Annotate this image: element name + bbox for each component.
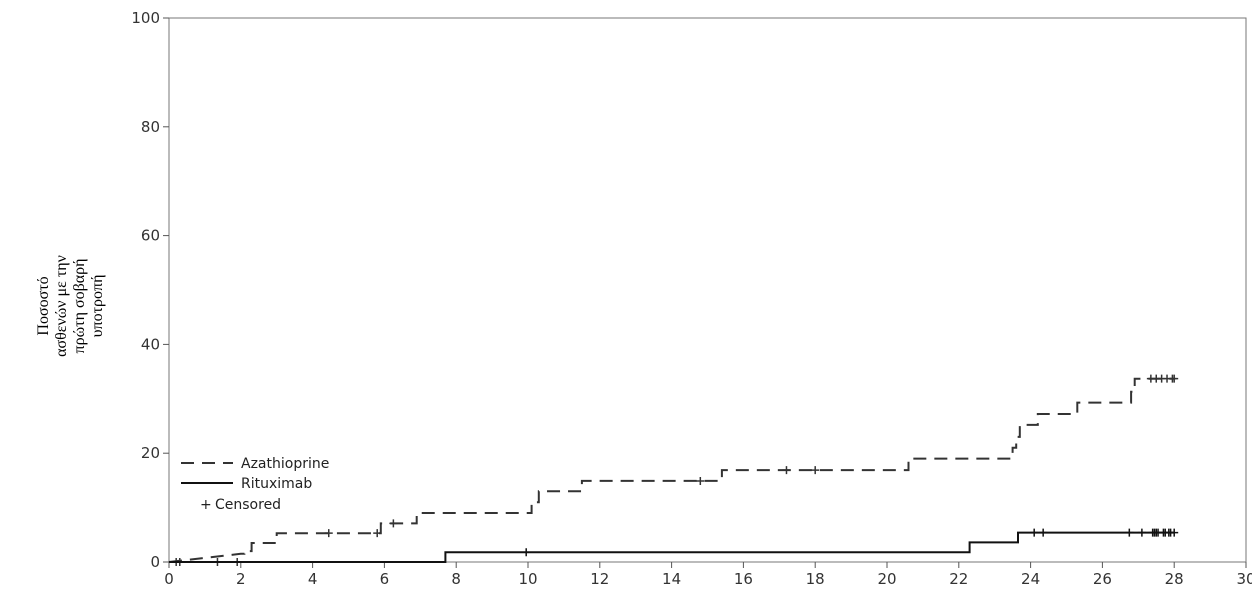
censor-mark-azathioprine (373, 529, 382, 538)
x-tick-label: 26 (1093, 570, 1112, 588)
x-tick-label: 20 (877, 570, 896, 588)
x-tick-label: 8 (451, 570, 461, 588)
plot-frame (168, 17, 1247, 563)
y-tick-label: 100 (131, 9, 160, 27)
censor-mark-azathioprine (811, 466, 820, 475)
censor-mark-rituximab (522, 548, 531, 557)
x-tick-label: 28 (1165, 570, 1184, 588)
x-tick-label: 24 (1021, 570, 1040, 588)
y-tick-label: 80 (141, 118, 160, 136)
legend-censored-symbol: + (200, 497, 212, 513)
legend-label-censored: Censored (215, 497, 281, 513)
x-tick-label: 4 (308, 570, 318, 588)
x-tick-label: 18 (806, 570, 825, 588)
censor-mark-azathioprine (782, 466, 791, 475)
x-tick-label: 6 (380, 570, 390, 588)
censor-mark-azathioprine (696, 476, 705, 485)
y-axis-label-line-4: υποτροπή (89, 275, 106, 338)
x-tick-label: 2 (236, 570, 246, 588)
x-tick-label: 22 (949, 570, 968, 588)
x-tick-label: 30 (1236, 570, 1252, 588)
y-axis-label: Ποσοστό ασθενών με την πρώτη σοβαρή υποτ… (35, 255, 106, 357)
x-tick-label: 16 (734, 570, 753, 588)
y-tick-label: 60 (141, 227, 160, 245)
x-tick-label: 0 (164, 570, 174, 588)
censor-mark-rituximab (1030, 528, 1039, 537)
legend-label-rituximab: Rituximab (241, 476, 312, 492)
censor-mark-rituximab (1125, 528, 1134, 537)
series-line-rituximab (169, 531, 1175, 563)
x-tick-label: 10 (518, 570, 537, 588)
x-tick-label: 12 (590, 570, 609, 588)
y-axis-label-line-1: Ποσοστό (35, 276, 52, 335)
x-tick-label: 14 (662, 570, 681, 588)
y-tick-label: 40 (141, 335, 160, 353)
series-layer (168, 374, 1179, 566)
censor-mark-azathioprine (389, 519, 398, 528)
censor-mark-rituximab (1039, 528, 1048, 537)
legend-label-azathioprine: Azathioprine (241, 456, 329, 472)
y-tick-label: 0 (150, 553, 160, 571)
legend: Azathioprine Rituximab + Censored (181, 456, 329, 513)
censor-mark-rituximab (1170, 528, 1179, 537)
censor-mark-rituximab (1137, 528, 1146, 537)
y-tick-label: 20 (141, 444, 160, 462)
y-axis-label-line-2: ασθενών με την (53, 255, 70, 357)
y-axis-label-line-3: πρώτη σοβαρή (71, 259, 88, 354)
censor-mark-azathioprine (1170, 374, 1179, 383)
censor-mark-azathioprine (324, 529, 333, 538)
